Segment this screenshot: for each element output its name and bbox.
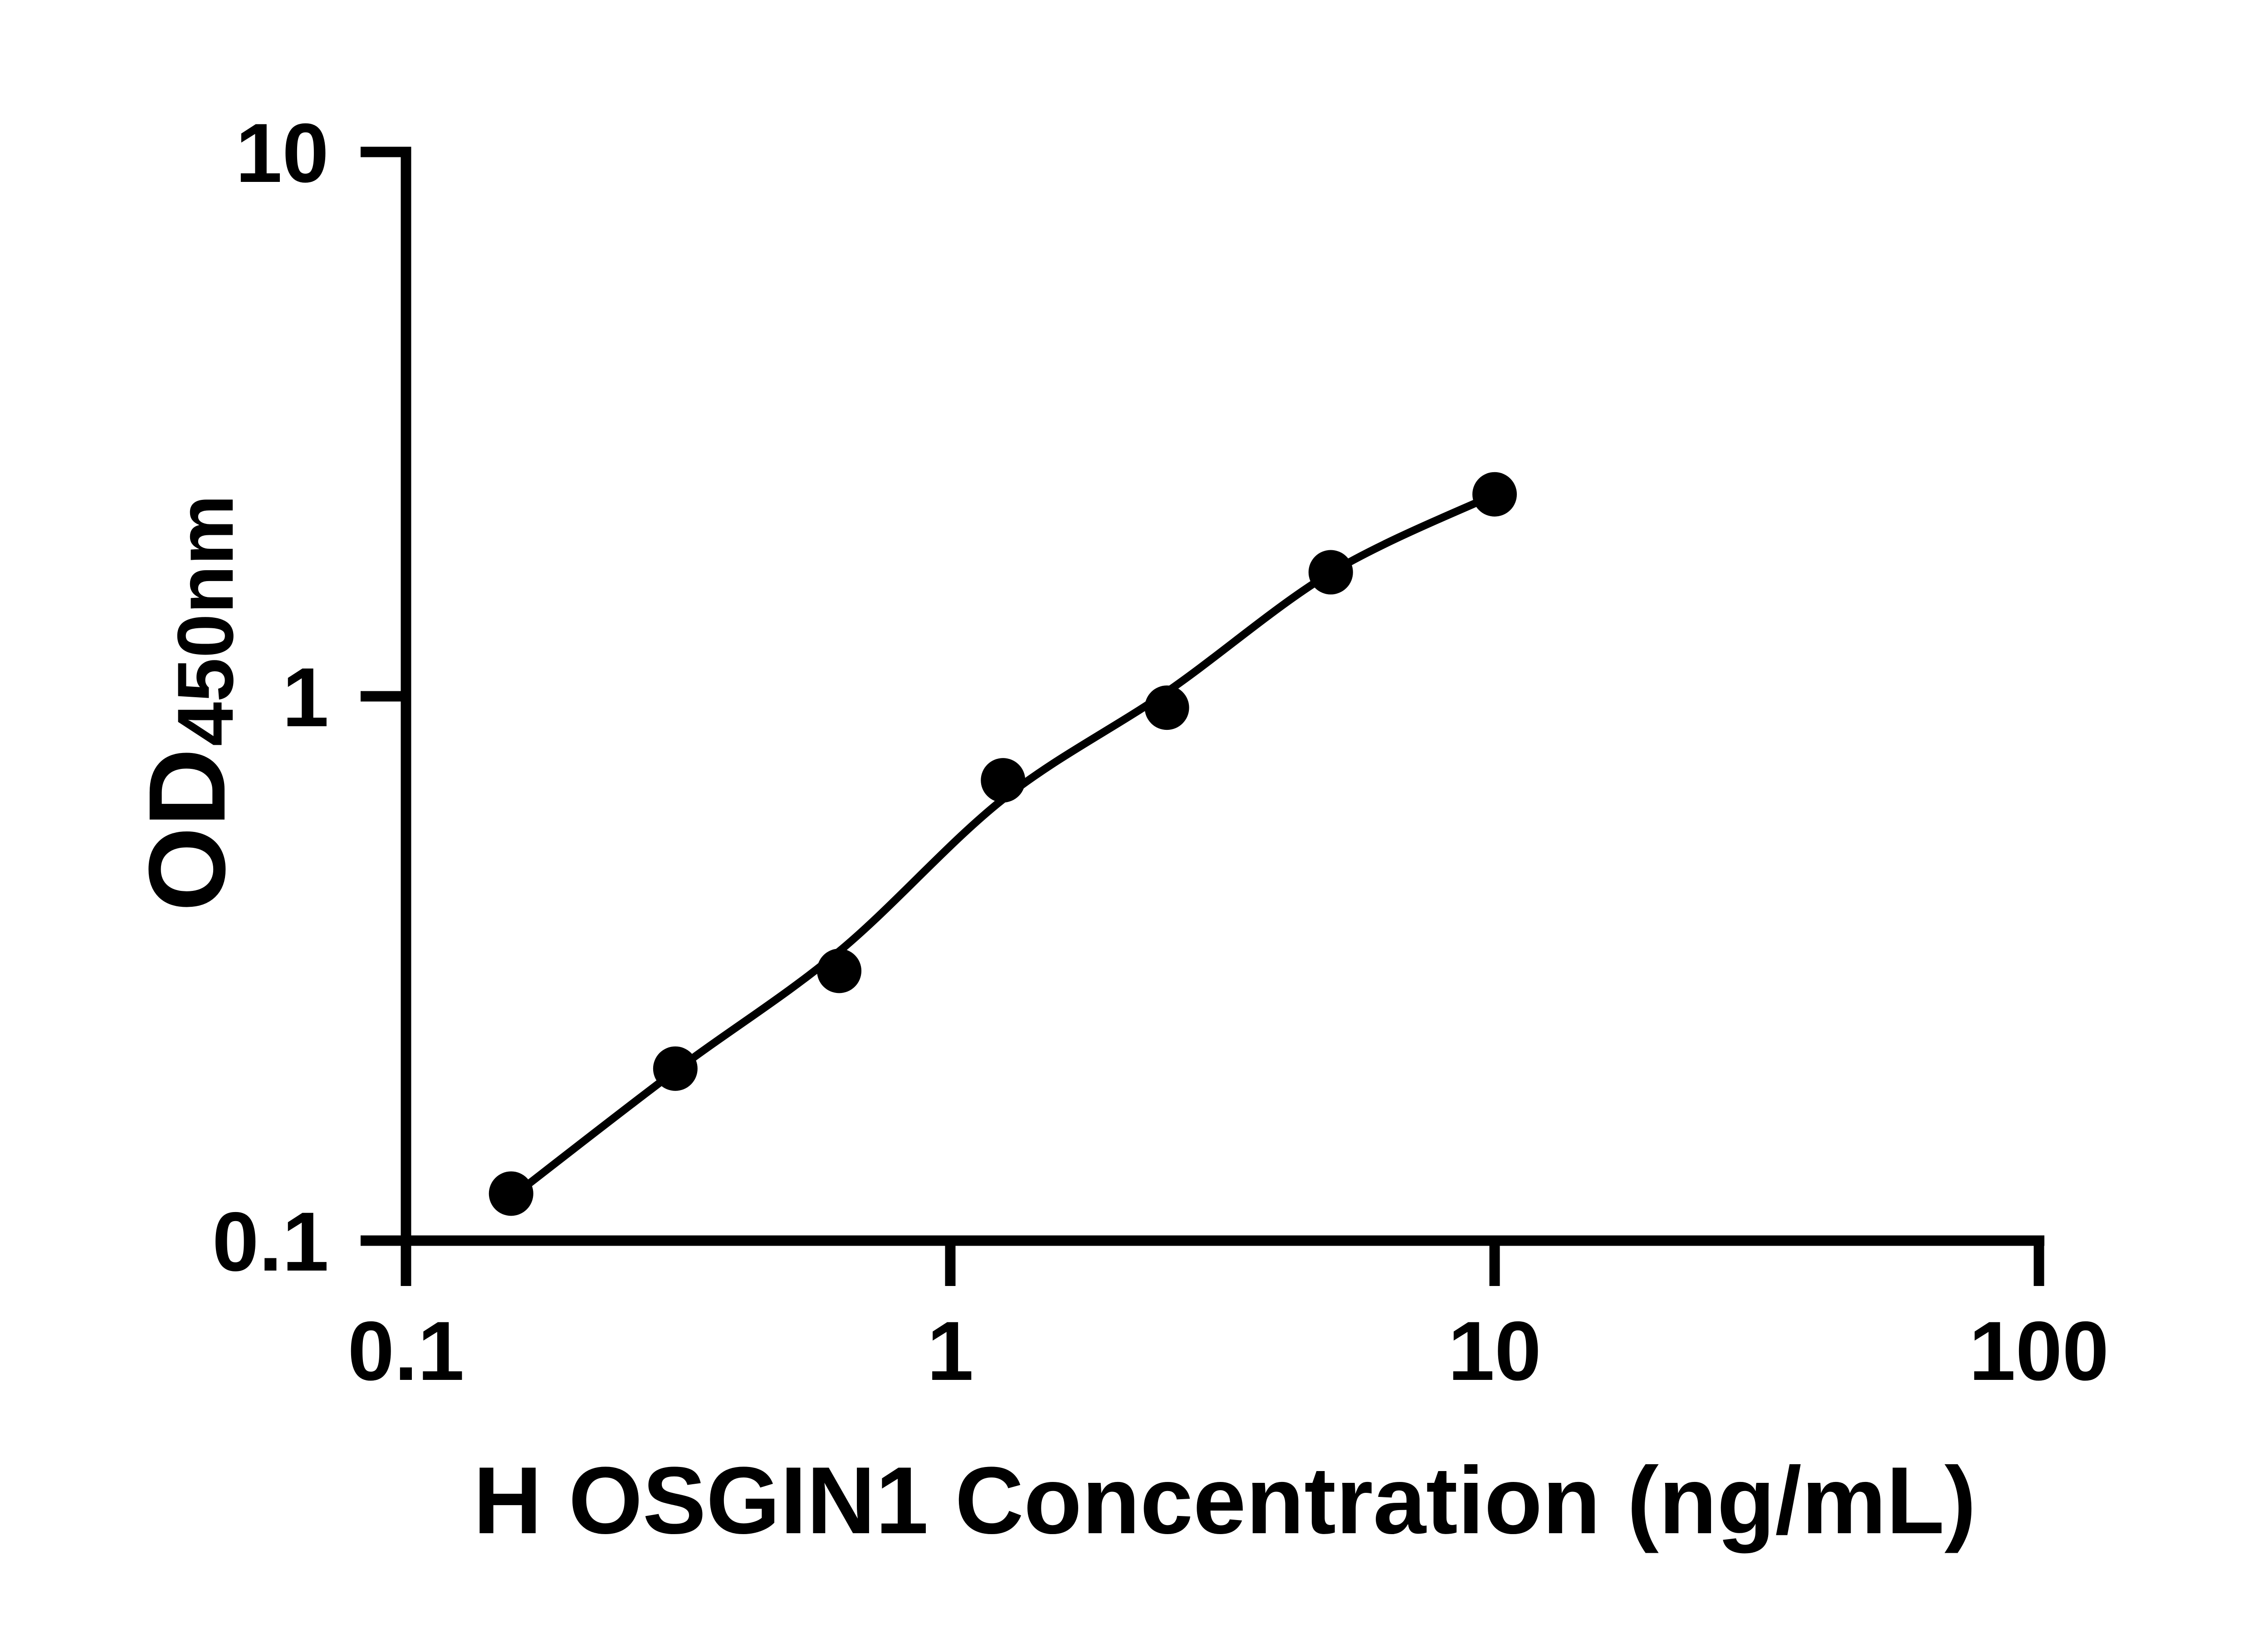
y-tick-label: 1	[282, 651, 329, 744]
data-point	[653, 1046, 698, 1091]
y-axis-title-main: OD	[126, 748, 248, 911]
y-axis-title: OD 450nm	[126, 495, 250, 912]
data-point	[489, 1171, 533, 1216]
data-point	[1308, 550, 1353, 595]
tick-labels-group: 0.1 1 10 0.1 1 10 100	[212, 107, 2109, 1398]
axes-group	[401, 147, 2044, 1246]
x-axis-title: H OSGIN1 Concentration (ng/mL)	[473, 1447, 1976, 1554]
data-point	[817, 949, 862, 993]
data-point	[1472, 472, 1517, 517]
fit-curve-group	[507, 490, 1499, 1202]
data-point	[981, 758, 1026, 803]
x-tick-label: 0.1	[347, 1305, 464, 1398]
x-tick-label: 100	[1969, 1305, 2109, 1398]
tick-marks-group	[361, 147, 2044, 1286]
fit-curve	[507, 490, 1499, 1202]
data-points-group	[489, 472, 1517, 1216]
y-tick-label: 0.1	[212, 1195, 329, 1289]
data-point	[1144, 685, 1189, 730]
x-tick-label: 10	[1448, 1305, 1541, 1398]
y-tick-label: 10	[235, 107, 329, 200]
x-tick-label: 1	[927, 1305, 974, 1398]
y-axis-title-subscript: 450nm	[161, 495, 250, 746]
